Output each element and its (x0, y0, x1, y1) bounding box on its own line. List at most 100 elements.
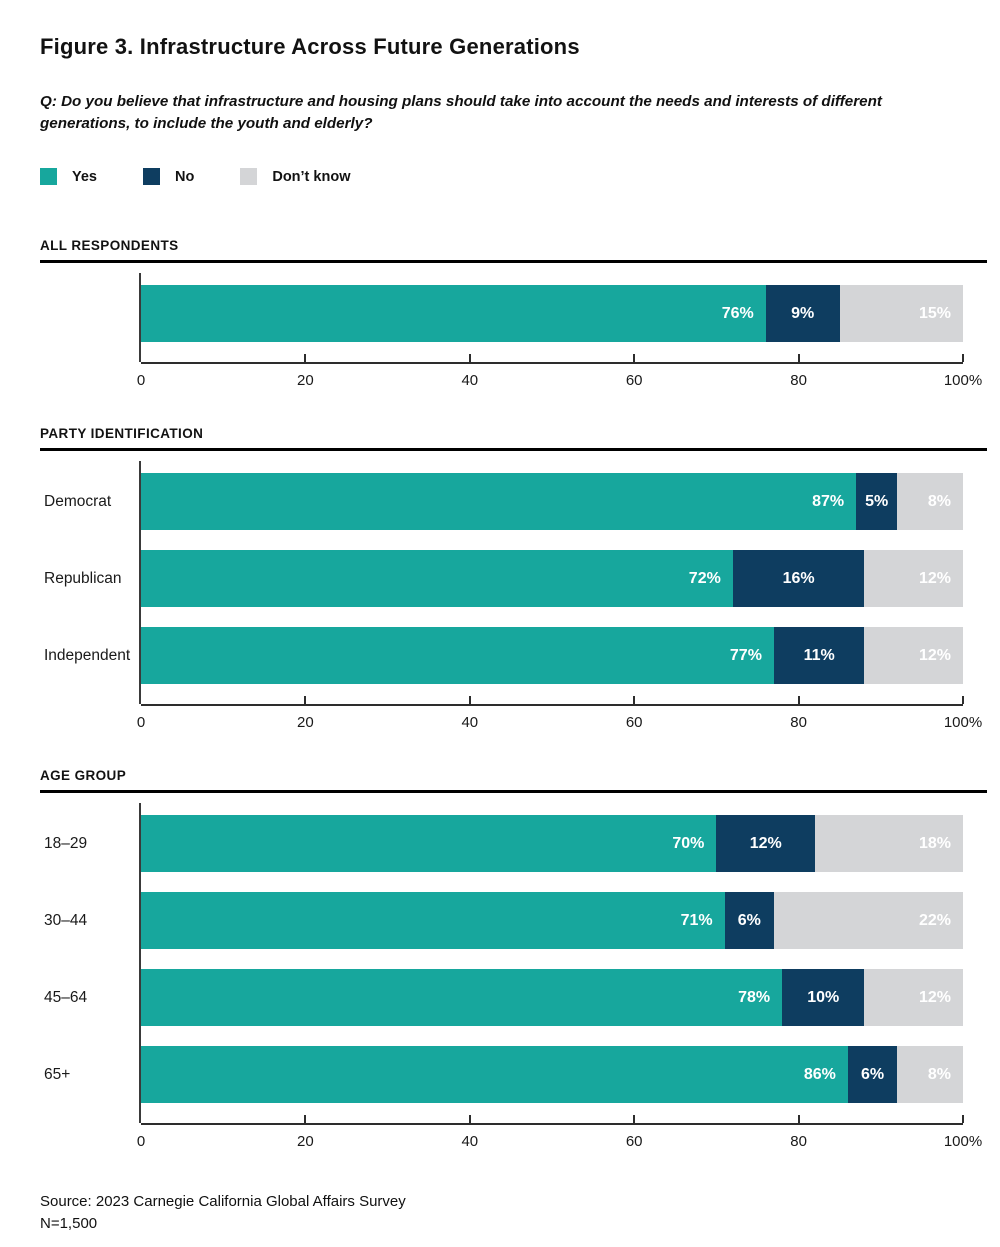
bar-value-label: 77% (729, 646, 762, 664)
x-axis-tick-label: 20 (297, 1133, 314, 1151)
section-rule (40, 260, 987, 264)
chart-age-group: 18–29 70% 12% 18% 30–44 71% 6% 22% 45–64 78% 10% 12… (40, 803, 987, 1159)
x-axis-tick (797, 1115, 800, 1124)
bar-segment-no: 12% (716, 815, 816, 873)
bar-segment-yes: 76% (141, 285, 766, 343)
legend: Yes No Don’t know (40, 168, 987, 186)
bar-value-label: 12% (918, 988, 951, 1006)
bar-segment-yes: 86% (141, 1046, 848, 1104)
legend-swatch-no (143, 168, 160, 186)
section-rule (40, 448, 987, 452)
bar-segment-no: 9% (765, 285, 840, 343)
x-axis-tick-label: 60 (625, 1133, 643, 1151)
category-label: Democrat (44, 492, 112, 510)
bar-value-label: 22% (918, 911, 951, 929)
x-axis-tick-label: 100% (943, 372, 983, 390)
bar-segment-no: 6% (847, 1046, 898, 1104)
section-all-respondents: ALL RESPONDENTS 76% 9% 15% 0 20 40 60 80 100% (40, 238, 987, 398)
bar-segment-no: 11% (773, 627, 865, 685)
x-axis-tick (962, 354, 964, 363)
x-axis-tick-label: 60 (625, 372, 643, 390)
bar-value-label: 72% (688, 569, 721, 587)
bar-segment-don-t-know: 8% (897, 473, 963, 531)
x-axis-tick (304, 696, 307, 705)
bar-value-label: 9% (791, 304, 815, 322)
x-axis-tick-label: 0 (136, 714, 146, 732)
x-axis-tick-label: 40 (461, 1133, 479, 1151)
bar-segment-don-t-know: 15% (839, 285, 963, 343)
category-label: 30–44 (44, 911, 88, 929)
bar-row: 45–64 78% 10% 12% (44, 969, 963, 1027)
x-axis-tick-label: 40 (461, 714, 479, 732)
bar-row: 30–44 71% 6% 22% (44, 892, 963, 950)
bar-segment-no: 5% (856, 473, 898, 531)
x-axis-tick-label: 100% (943, 714, 983, 732)
bar-segment-yes: 87% (141, 473, 857, 531)
bar-segment-don-t-know: 12% (864, 627, 963, 685)
survey-question: Q: Do you believe that infrastructure an… (40, 93, 882, 133)
bar-segment-don-t-know: 12% (864, 969, 963, 1027)
bar-row: 18–29 70% 12% 18% (44, 815, 963, 873)
bar-value-label: 15% (918, 304, 951, 322)
x-axis-tick (633, 354, 636, 363)
bar-segment-don-t-know: 12% (864, 550, 963, 608)
x-axis-tick (962, 1115, 964, 1124)
x-axis-tick-label: 100% (943, 1133, 983, 1151)
bar-segment-don-t-know: 18% (815, 815, 963, 873)
x-axis-tick (468, 1115, 471, 1124)
bar-segment-no: 10% (782, 969, 865, 1027)
bar-segment-don-t-know: 22% (773, 892, 963, 950)
x-axis-tick-label: 40 (461, 372, 479, 390)
sample-size-text: N=1,500 (40, 1214, 98, 1232)
bar-value-label: 6% (861, 1065, 885, 1083)
bar-value-label: 10% (807, 988, 840, 1006)
bar-value-label: 12% (918, 569, 951, 587)
legend-label-yes: Yes (72, 168, 97, 185)
section-party-identification: PARTY IDENTIFICATION Democrat 87% 5% 8% Repu… (40, 426, 987, 740)
x-axis-tick (468, 354, 471, 363)
bar-value-label: 5% (865, 492, 889, 510)
x-axis-tick-label: 20 (297, 372, 314, 390)
x-axis-tick-label: 0 (136, 1133, 146, 1151)
section-title-all-respondents: ALL RESPONDENTS (40, 238, 179, 254)
chart-all-respondents: 76% 9% 15% 0 20 40 60 80 100% (40, 273, 987, 398)
legend-swatch-dont-know (240, 168, 258, 186)
x-axis-tick-label: 60 (625, 714, 643, 732)
legend-swatch-yes (40, 168, 57, 186)
x-axis-tick-label: 80 (790, 714, 807, 732)
bar-row: Democrat 87% 5% 8% (44, 473, 963, 531)
section-age-group: AGE GROUP 18–29 70% 12% 18% 30–44 71% 6% 22% 45–… (40, 768, 987, 1159)
x-axis-tick (797, 696, 800, 705)
x-axis-tick-label: 80 (790, 372, 807, 390)
legend-item-dont-know: Don’t know (240, 168, 350, 186)
x-axis-tick (962, 696, 964, 705)
chart-plot-area: 18–29 70% 12% 18% 30–44 71% 6% 22% 45–64 78% 10% 12… (44, 803, 964, 1126)
x-axis-tick-labels: 0 20 40 60 80 100% (137, 364, 982, 398)
y-axis-line (139, 803, 141, 1124)
figure-title: Figure 3. Infrastructure Across Future G… (40, 34, 580, 59)
bar-value-label: 11% (803, 646, 835, 664)
chart-plot-area: 76% 9% 15% (139, 273, 964, 365)
x-axis-tick-labels: 0 20 40 60 80 100% (137, 706, 982, 740)
bar-segment-yes: 78% (141, 969, 783, 1027)
x-axis-tick (304, 1115, 307, 1124)
source-text: Source: 2023 Carnegie California Global … (40, 1193, 406, 1211)
bar-value-label: 8% (927, 1065, 951, 1083)
bar-row: Independent 77% 11% 12% (44, 627, 963, 685)
bar-segment-yes: 70% (141, 815, 717, 873)
chart-plot-area: Democrat 87% 5% 8% Republican 72% 16% 12% Indepe… (44, 461, 964, 707)
x-axis-tick (633, 1115, 636, 1124)
bar-value-label: 12% (749, 834, 782, 852)
x-axis-tick-label: 80 (790, 1133, 807, 1151)
x-axis-tick-label: 0 (136, 372, 146, 390)
section-title-age-group: AGE GROUP (40, 768, 127, 784)
bar-value-label: 87% (812, 492, 845, 510)
legend-item-no: No (143, 168, 194, 186)
legend-item-yes: Yes (40, 168, 97, 186)
category-label: Independent (44, 646, 131, 664)
bar-value-label: 8% (927, 492, 951, 510)
bar-segment-yes: 77% (141, 627, 774, 685)
x-axis-tick (633, 696, 636, 705)
x-axis-tick (797, 354, 800, 363)
section-rule (40, 790, 987, 794)
